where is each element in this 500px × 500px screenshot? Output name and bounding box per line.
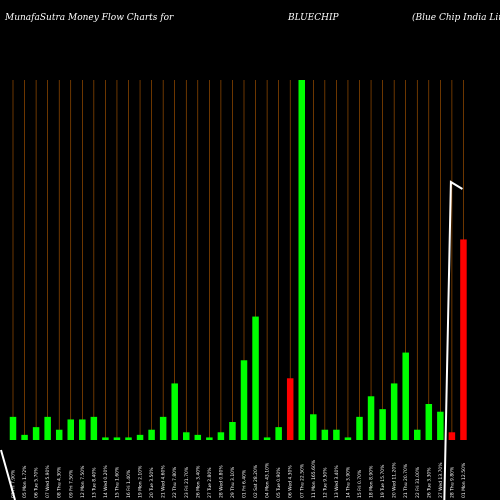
x-tick-label: 14 Wed 0.20%: [103, 465, 109, 498]
bar-mark: [21, 434, 28, 440]
price-line-start: [0, 449, 16, 500]
x-tick-label: 19 Tue 15.70%: [380, 464, 386, 498]
chart-title-right: (Blue Chip India Limited): [412, 12, 500, 23]
price-line: [0, 180, 463, 500]
bar-mark: [183, 432, 190, 440]
bar-mark: [217, 432, 225, 440]
x-tick-label: 26 Tue 3.30%: [426, 467, 432, 498]
x-tick-label: 07 Thu 22.50%: [299, 463, 305, 498]
bar-mark: [55, 429, 63, 440]
x-tick-label: 18 Mon 8.90%: [369, 465, 375, 498]
x-tick-label: 21 Wed 4.60%: [161, 465, 167, 498]
x-tick-labels: 02 Fri 7.90% 05 Mon 1.72% 06 Tue 5.70% 07 W…: [11, 459, 467, 498]
x-tick-label: 12 Tue 9.50%: [322, 467, 328, 498]
x-tick-label: 20 Wed 11.20%: [392, 462, 398, 498]
bar-mark: [113, 437, 121, 440]
x-tick-label: 06 Tue 5.70%: [34, 467, 40, 498]
bar-mark: [125, 437, 132, 440]
bar-mark: [414, 429, 421, 440]
bar-mark: [333, 429, 340, 440]
bars: [9, 80, 467, 440]
x-tick-label: 28 Thu 9.80%: [449, 466, 455, 498]
x-tick-label: 26 Mon 3.40%: [195, 465, 201, 498]
bar-mark: [298, 80, 305, 440]
bar-mark: [263, 437, 271, 440]
bar-mark: [379, 409, 386, 440]
x-tick-label: 19 Mon 2.10%: [138, 465, 144, 498]
bar-mark: [229, 422, 236, 440]
bar-mark: [310, 414, 317, 440]
bar-mark: [206, 437, 213, 440]
grid-lines: [12, 80, 464, 440]
x-tick-label: 01 Fri 6.40%: [242, 469, 248, 498]
x-tick-label: 27 Tue 2.80%: [207, 467, 213, 498]
bar-mark: [159, 416, 167, 440]
bar-mark: [44, 416, 51, 440]
bar-mark: [460, 239, 467, 440]
x-tick-label: 12 Mon 7.50%: [80, 465, 86, 498]
x-tick-label: 23 Fri 21.70%: [184, 466, 190, 498]
x-tick-label: 15 Fri 0.70%: [357, 469, 363, 498]
bar-mark: [32, 427, 40, 440]
bar-mark: [102, 437, 109, 440]
x-tick-label: 04 Mon 43.10%: [265, 462, 271, 498]
bar-mark: [67, 419, 74, 440]
bar-mark: [252, 316, 259, 440]
bar-mark: [344, 437, 352, 440]
x-tick-label: 07 Wed 5.90%: [45, 465, 51, 498]
x-tick-label: 01 Mon 12.50%: [461, 462, 467, 498]
bar-mark: [390, 383, 398, 440]
x-tick-label: 09 Fri 7.50%: [68, 469, 74, 498]
bar-mark: [275, 427, 282, 440]
x-tick-label: 05 Tue 0.90%: [276, 467, 282, 498]
bar-mark: [171, 383, 178, 440]
x-tick-label: 13 Wed 3.40%: [334, 465, 340, 498]
x-tick-label: 05 Mon 1.72%: [22, 465, 28, 498]
bar-mark: [194, 434, 202, 440]
bar-mark: [321, 429, 329, 440]
x-tick-label: 22 Fri 31.00%: [415, 466, 421, 498]
bar-mark: [356, 416, 363, 440]
bar-mark: [425, 404, 433, 440]
bar-mark: [79, 419, 86, 440]
x-tick-label: 29 Thu 3.10%: [230, 466, 236, 498]
price-line-end: [443, 180, 463, 500]
x-tick-label: 22 Thu 7.80%: [172, 466, 178, 498]
bar-mark: [402, 352, 409, 440]
x-tick-label: 28 Wed 0.80%: [218, 465, 224, 498]
x-tick-label: 13 Tue 8.40%: [91, 467, 97, 498]
x-tick-label: 02 Sat 28.20%: [253, 464, 259, 498]
x-tick-label: 21 Thu 20.70%: [403, 463, 409, 498]
bar-mark: [240, 360, 248, 440]
bar-mark: [9, 416, 17, 440]
chart-title-symbol: BLUECHIP: [287, 13, 340, 23]
x-tick-label: 20 Tue 3.50%: [149, 467, 155, 498]
x-tick-label: 08 Thu 4.30%: [57, 466, 63, 498]
x-tick-label: 11 Mon 165.60%: [311, 459, 317, 498]
bar-mark: [148, 429, 155, 440]
bar-mark: [367, 396, 375, 440]
x-tick-label: 06 Wed 4.30%: [288, 465, 294, 498]
bar-mark: [90, 416, 98, 440]
bar-mark: [136, 434, 144, 440]
bar-mark: [437, 411, 444, 440]
bar-mark: [286, 378, 294, 440]
bar-mark: [448, 432, 456, 440]
chart-title-left: MunafaSutra Money Flow Charts for: [4, 13, 174, 23]
x-tick-label: 16 Fri 1.40%: [126, 469, 132, 498]
x-tick-label: 15 Thu 1.60%: [114, 466, 120, 498]
x-tick-label: 02 Fri 7.90%: [11, 469, 17, 498]
x-tick-label: 27 Wed 13.70%: [438, 462, 444, 498]
x-tick-label: 14 Thu 3.90%: [345, 466, 351, 498]
